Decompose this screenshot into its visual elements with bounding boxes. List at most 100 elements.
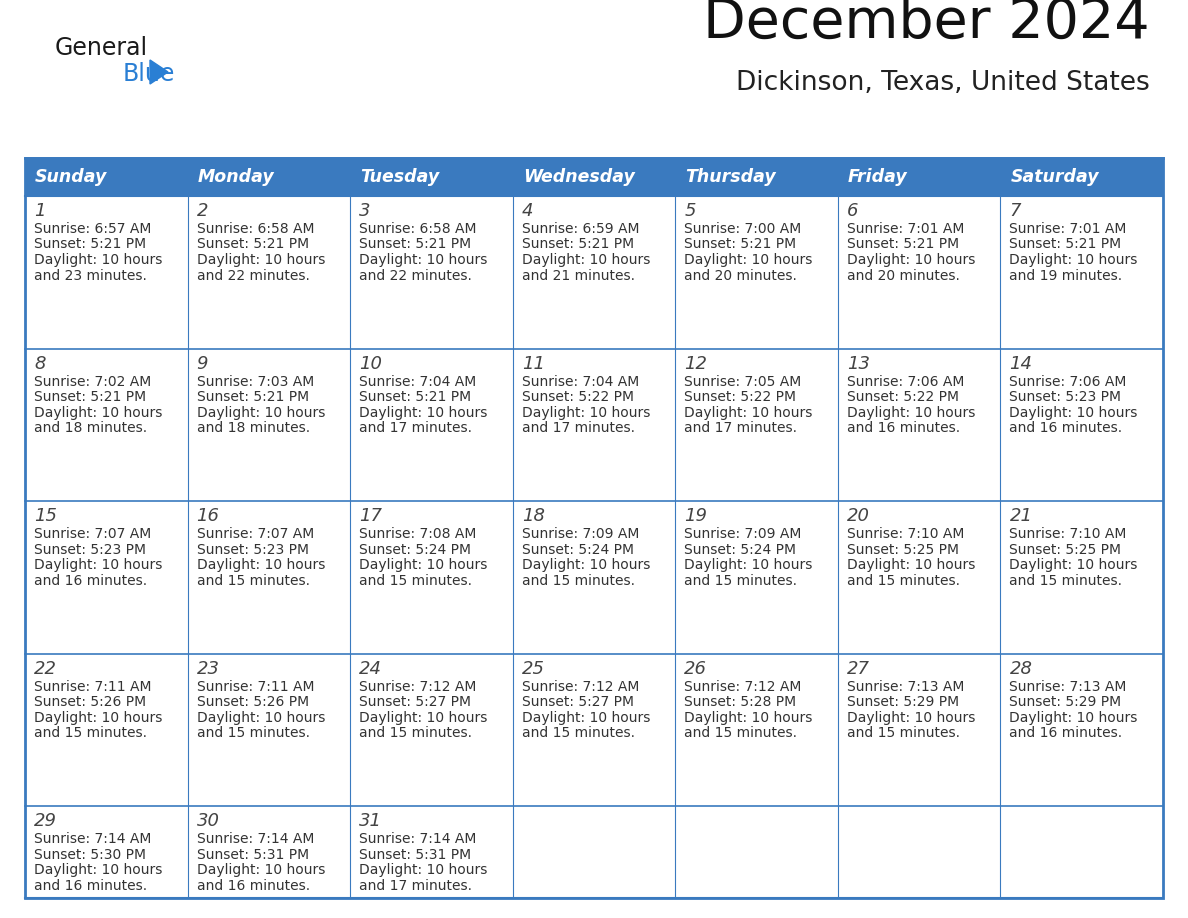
Text: Sunrise: 7:09 AM: Sunrise: 7:09 AM [684, 527, 802, 542]
Text: Daylight: 10 hours: Daylight: 10 hours [34, 864, 163, 878]
Text: Daylight: 10 hours: Daylight: 10 hours [196, 711, 326, 725]
Text: Sunset: 5:21 PM: Sunset: 5:21 PM [196, 390, 309, 404]
Text: 10: 10 [359, 354, 383, 373]
Text: Sunset: 5:21 PM: Sunset: 5:21 PM [847, 238, 959, 252]
Bar [350, 501, 513, 654]
Text: Daylight: 10 hours: Daylight: 10 hours [522, 558, 650, 572]
Bar [838, 158, 1000, 196]
Bar [25, 806, 188, 898]
Text: Sunset: 5:25 PM: Sunset: 5:25 PM [847, 543, 959, 556]
Text: Daylight: 10 hours: Daylight: 10 hours [522, 711, 650, 725]
Text: and 16 minutes.: and 16 minutes. [34, 574, 147, 588]
Text: Sunrise: 6:59 AM: Sunrise: 6:59 AM [522, 222, 639, 236]
Bar [25, 349, 188, 501]
Text: Saturday: Saturday [1011, 168, 1099, 186]
Bar [675, 654, 838, 806]
Text: Sunset: 5:23 PM: Sunset: 5:23 PM [196, 543, 309, 556]
Text: Sunset: 5:24 PM: Sunset: 5:24 PM [359, 543, 472, 556]
Text: 16: 16 [196, 508, 220, 525]
Text: Sunrise: 7:04 AM: Sunrise: 7:04 AM [359, 375, 476, 388]
Text: Sunrise: 7:10 AM: Sunrise: 7:10 AM [1010, 527, 1126, 542]
Text: Sunrise: 7:13 AM: Sunrise: 7:13 AM [1010, 680, 1126, 694]
Text: and 15 minutes.: and 15 minutes. [34, 726, 147, 740]
Text: and 15 minutes.: and 15 minutes. [522, 726, 634, 740]
Text: Sunrise: 7:11 AM: Sunrise: 7:11 AM [34, 680, 152, 694]
Text: Daylight: 10 hours: Daylight: 10 hours [847, 406, 975, 420]
Text: 13: 13 [847, 354, 870, 373]
Text: Daylight: 10 hours: Daylight: 10 hours [684, 711, 813, 725]
Text: Sunset: 5:22 PM: Sunset: 5:22 PM [684, 390, 796, 404]
Text: 4: 4 [522, 202, 533, 220]
Text: Sunset: 5:23 PM: Sunset: 5:23 PM [34, 543, 146, 556]
Bar [188, 349, 350, 501]
Text: 7: 7 [1010, 202, 1020, 220]
Bar [675, 349, 838, 501]
Text: Daylight: 10 hours: Daylight: 10 hours [522, 253, 650, 267]
Text: and 15 minutes.: and 15 minutes. [684, 574, 797, 588]
Text: Sunrise: 7:12 AM: Sunrise: 7:12 AM [359, 680, 476, 694]
Bar [513, 158, 675, 196]
Bar [1000, 158, 1163, 196]
Text: 21: 21 [1010, 508, 1032, 525]
Text: Sunset: 5:21 PM: Sunset: 5:21 PM [34, 390, 146, 404]
Bar [188, 501, 350, 654]
Text: Sunrise: 7:09 AM: Sunrise: 7:09 AM [522, 527, 639, 542]
Text: Sunset: 5:22 PM: Sunset: 5:22 PM [522, 390, 633, 404]
Bar [350, 196, 513, 349]
Text: 18: 18 [522, 508, 545, 525]
Bar [838, 349, 1000, 501]
Text: 24: 24 [359, 660, 383, 677]
Text: Daylight: 10 hours: Daylight: 10 hours [847, 711, 975, 725]
Bar [188, 806, 350, 898]
Text: 29: 29 [34, 812, 57, 831]
Text: Sunrise: 7:12 AM: Sunrise: 7:12 AM [684, 680, 802, 694]
Text: and 17 minutes.: and 17 minutes. [522, 421, 634, 435]
Text: 1: 1 [34, 202, 45, 220]
Bar [25, 196, 188, 349]
Text: Sunset: 5:21 PM: Sunset: 5:21 PM [359, 390, 472, 404]
Bar [675, 158, 838, 196]
Text: Sunset: 5:23 PM: Sunset: 5:23 PM [1010, 390, 1121, 404]
Text: and 20 minutes.: and 20 minutes. [847, 268, 960, 283]
Bar [513, 806, 675, 898]
Text: Wednesday: Wednesday [523, 168, 634, 186]
Text: Daylight: 10 hours: Daylight: 10 hours [196, 558, 326, 572]
Text: Daylight: 10 hours: Daylight: 10 hours [522, 406, 650, 420]
Text: 17: 17 [359, 508, 383, 525]
Text: Sunrise: 7:02 AM: Sunrise: 7:02 AM [34, 375, 151, 388]
Text: and 19 minutes.: and 19 minutes. [1010, 268, 1123, 283]
Text: Sunrise: 7:01 AM: Sunrise: 7:01 AM [847, 222, 965, 236]
Text: and 16 minutes.: and 16 minutes. [196, 879, 310, 893]
Text: Sunrise: 7:04 AM: Sunrise: 7:04 AM [522, 375, 639, 388]
Text: 25: 25 [522, 660, 545, 677]
Text: 11: 11 [522, 354, 545, 373]
Text: Sunset: 5:21 PM: Sunset: 5:21 PM [359, 238, 472, 252]
Text: and 15 minutes.: and 15 minutes. [847, 726, 960, 740]
Text: and 22 minutes.: and 22 minutes. [196, 268, 309, 283]
Text: Sunrise: 6:57 AM: Sunrise: 6:57 AM [34, 222, 151, 236]
Text: Sunrise: 7:07 AM: Sunrise: 7:07 AM [34, 527, 151, 542]
Text: and 15 minutes.: and 15 minutes. [359, 726, 472, 740]
Text: and 23 minutes.: and 23 minutes. [34, 268, 147, 283]
Text: and 17 minutes.: and 17 minutes. [359, 879, 472, 893]
Text: and 15 minutes.: and 15 minutes. [196, 726, 310, 740]
Text: 27: 27 [847, 660, 870, 677]
Text: and 16 minutes.: and 16 minutes. [34, 879, 147, 893]
Text: 30: 30 [196, 812, 220, 831]
Bar [1000, 349, 1163, 501]
Text: Sunrise: 7:01 AM: Sunrise: 7:01 AM [1010, 222, 1126, 236]
Bar [513, 349, 675, 501]
Text: Daylight: 10 hours: Daylight: 10 hours [34, 711, 163, 725]
Text: 19: 19 [684, 508, 707, 525]
Text: Sunrise: 7:08 AM: Sunrise: 7:08 AM [359, 527, 476, 542]
Text: 12: 12 [684, 354, 707, 373]
Bar [675, 196, 838, 349]
Text: and 15 minutes.: and 15 minutes. [1010, 574, 1123, 588]
Text: 8: 8 [34, 354, 45, 373]
Text: Sunrise: 7:06 AM: Sunrise: 7:06 AM [847, 375, 965, 388]
Text: Sunset: 5:28 PM: Sunset: 5:28 PM [684, 695, 796, 710]
Bar [513, 501, 675, 654]
Text: Daylight: 10 hours: Daylight: 10 hours [1010, 253, 1138, 267]
Text: Sunset: 5:21 PM: Sunset: 5:21 PM [1010, 238, 1121, 252]
Bar [188, 654, 350, 806]
